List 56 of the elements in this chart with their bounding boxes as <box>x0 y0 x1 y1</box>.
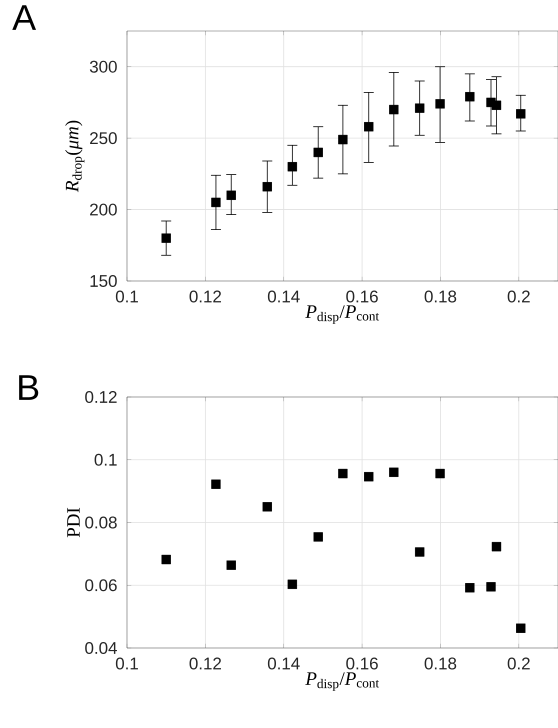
x-tick-label: 0.1 <box>116 290 138 303</box>
point <box>338 134 348 144</box>
y-tick-label: 0.08 <box>84 516 117 528</box>
point <box>287 162 297 172</box>
point <box>161 233 171 243</box>
point <box>338 468 348 478</box>
y-tick-label: 150 <box>90 275 117 287</box>
x-tick-label: 0.2 <box>508 290 530 303</box>
point <box>364 122 374 132</box>
x-tick-label: 0.12 <box>189 658 221 670</box>
y-tick-label: 0.04 <box>84 642 117 654</box>
point <box>486 582 496 592</box>
point <box>435 468 445 478</box>
point <box>262 182 272 192</box>
y-tick-label: 200 <box>90 204 117 216</box>
x-tick-label: 0.14 <box>268 290 300 303</box>
y-tick-label: 0.12 <box>84 391 116 403</box>
x-tick-label: 0.2 <box>508 658 530 670</box>
point <box>435 99 445 109</box>
point <box>492 100 501 110</box>
point <box>516 624 526 633</box>
y-tick-label: 0.06 <box>84 579 117 592</box>
y-axis-title: R$_{drop}$(μm) <box>64 120 84 192</box>
point <box>388 104 398 114</box>
x-tick-label: 0.1 <box>116 658 138 670</box>
point <box>211 198 220 208</box>
x-axis-title: P$_{disp}$/P$_{cont}$ <box>305 672 379 691</box>
point <box>226 190 236 200</box>
y-tick-label: 0.1 <box>94 454 116 466</box>
point <box>464 583 474 592</box>
point <box>226 560 236 570</box>
point <box>516 109 526 119</box>
point <box>364 472 374 482</box>
y-tick-label: 300 <box>90 60 117 73</box>
point <box>414 103 424 113</box>
point <box>313 148 323 158</box>
text: B <box>18 375 38 400</box>
point <box>211 480 220 489</box>
point <box>313 532 323 542</box>
text: A <box>12 5 36 30</box>
x-tick-label: 0.18 <box>424 658 456 670</box>
point <box>492 542 501 552</box>
point <box>161 554 171 564</box>
point <box>388 468 398 477</box>
x-tick-label: 0.16 <box>346 290 378 303</box>
y-axis-title: PDI <box>67 508 80 538</box>
x-tick-label: 0.14 <box>268 658 300 670</box>
point <box>414 547 424 557</box>
point <box>464 92 474 102</box>
point <box>287 580 297 590</box>
x-tick-label: 0.18 <box>424 290 456 303</box>
point <box>262 502 272 512</box>
y-tick-label: 250 <box>90 132 117 144</box>
x-tick-label: 0.12 <box>189 290 221 303</box>
x-tick-label: 0.16 <box>346 658 378 670</box>
x-axis-title: P$_{disp}$/P$_{cont}$ <box>305 305 379 324</box>
